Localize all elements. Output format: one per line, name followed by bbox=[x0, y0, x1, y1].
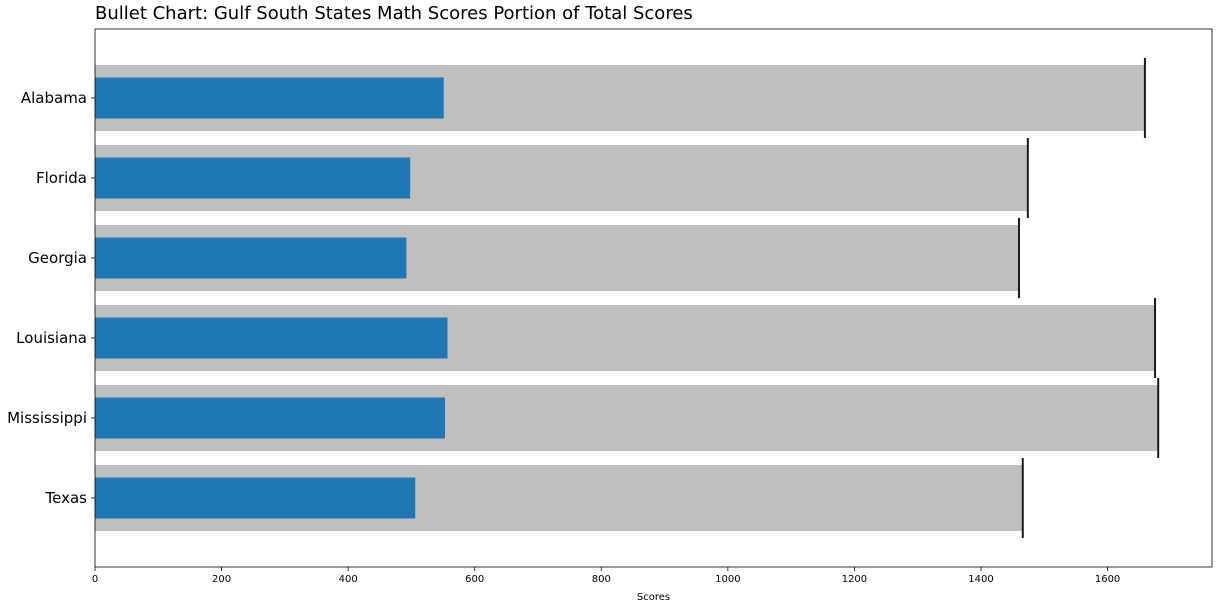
x-tick-label-1600: 1600 bbox=[1095, 574, 1120, 585]
measure-bar-mississippi bbox=[95, 397, 445, 439]
category-label-texas: Texas bbox=[45, 489, 88, 507]
y-axis: Alabama Florida Georgia Louisiana Mississipp… bbox=[7, 89, 95, 507]
category-label-louisiana: Louisiana bbox=[16, 329, 87, 347]
x-tick-label-400: 400 bbox=[339, 574, 358, 585]
measure-bar-texas bbox=[95, 477, 416, 519]
measure-bar-florida bbox=[95, 157, 411, 199]
x-axis: 0 200 400 600 800 1000 1200 1400 1600 Scores bbox=[92, 567, 1120, 603]
plot-area bbox=[94, 28, 1213, 568]
category-label-florida: Florida bbox=[36, 169, 87, 187]
x-tick-label-800: 800 bbox=[592, 574, 611, 585]
x-tick-label-1000: 1000 bbox=[715, 574, 740, 585]
x-axis-title: Scores bbox=[637, 592, 670, 603]
x-tick-label-200: 200 bbox=[212, 574, 231, 585]
x-tick-label-1200: 1200 bbox=[842, 574, 867, 585]
x-tick-label-1400: 1400 bbox=[968, 574, 993, 585]
measure-bar-georgia bbox=[95, 237, 407, 279]
category-label-alabama: Alabama bbox=[21, 89, 87, 107]
chart-title: Bullet Chart: Gulf South States Math Sco… bbox=[95, 3, 693, 24]
x-tick-label-600: 600 bbox=[465, 574, 484, 585]
measure-bar-alabama bbox=[95, 77, 444, 119]
category-label-georgia: Georgia bbox=[28, 249, 87, 267]
category-label-mississippi: Mississippi bbox=[7, 409, 87, 427]
x-tick-label-0: 0 bbox=[92, 574, 98, 585]
measure-bar-louisiana bbox=[95, 317, 448, 359]
plot-frame bbox=[94, 28, 1213, 568]
